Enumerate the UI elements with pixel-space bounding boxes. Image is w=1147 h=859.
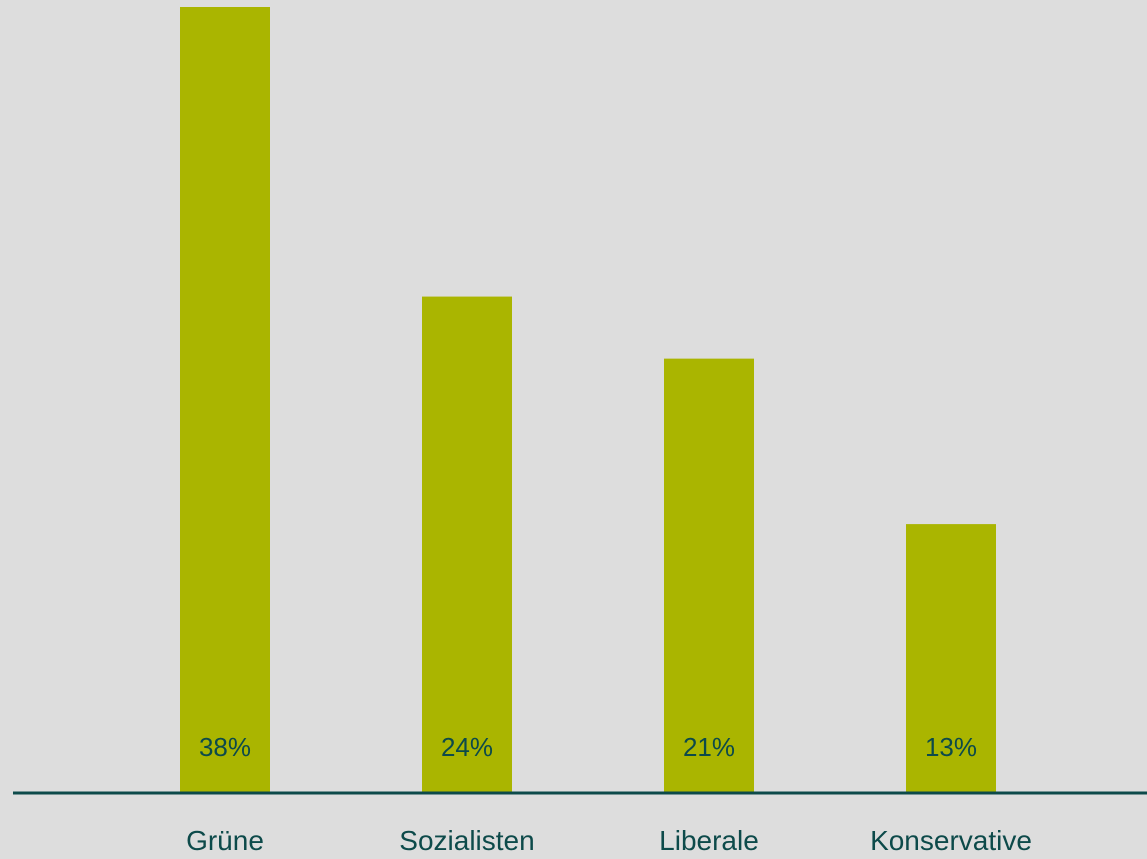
bar-value-label-1: 24% (441, 732, 493, 762)
bar-value-label-3: 13% (925, 732, 977, 762)
bar-value-label-2: 21% (683, 732, 735, 762)
category-label-2: Liberale (659, 825, 759, 856)
category-label-3: Konservative (870, 825, 1032, 856)
bar-value-label-0: 38% (199, 732, 251, 762)
bar-3 (906, 524, 996, 793)
bar-1 (422, 296, 512, 793)
category-label-1: Sozialisten (399, 825, 534, 856)
bars-group (180, 7, 996, 793)
bar-0 (180, 7, 270, 793)
bar-2 (664, 358, 754, 793)
labels-group: 38% Grüne 24% Sozialisten 21% Liberale 13% Kons… (186, 732, 1032, 856)
category-label-0: Grüne (186, 825, 264, 856)
